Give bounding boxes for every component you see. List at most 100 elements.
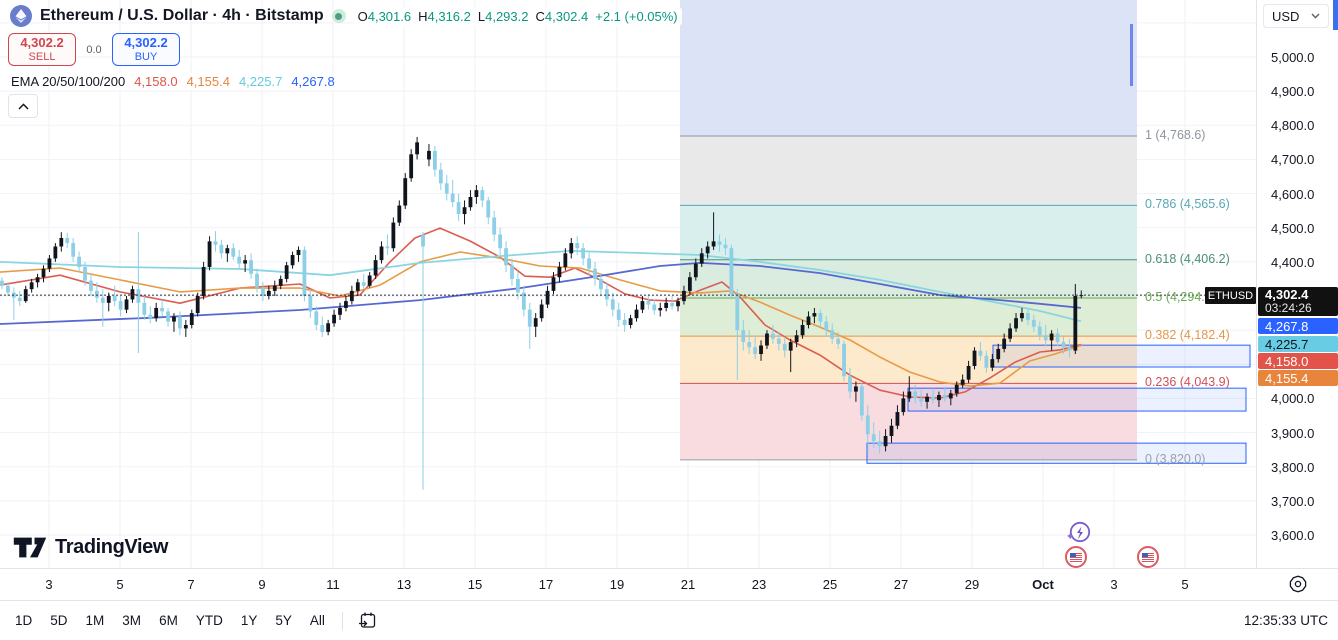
price-tick: 4,500.0 <box>1271 220 1315 236</box>
time-tick: 5 <box>116 577 124 592</box>
axis-settings-button[interactable] <box>1288 574 1308 599</box>
time-tick: Oct <box>1032 577 1054 592</box>
session-clock[interactable]: 12:35:33 UTC <box>1243 613 1328 628</box>
price-tick: 4,400.0 <box>1271 254 1315 270</box>
tradingview-logo[interactable]: TradingView <box>12 534 168 561</box>
close-value: 4,302.4 <box>544 8 589 24</box>
ohlc-values: O4,301.6 H4,316.2 L4,293.2 C4,302.4 +2.1… <box>353 6 682 26</box>
gear-icon <box>1289 575 1307 593</box>
date-range-buttons: 1D 5D 1M 3M 6M YTD 1Y 5Y All <box>6 608 334 633</box>
chevron-down-icon <box>1311 13 1320 19</box>
sell-price: 4,302.2 <box>20 34 64 50</box>
event-us-flag-icon[interactable] <box>1065 546 1087 568</box>
buy-price: 4,302.2 <box>124 34 168 50</box>
symbol-header: Ethereum / U.S. Dollar · 4h · Bitstamp O… <box>10 4 682 28</box>
price-tick: 4,700.0 <box>1271 152 1315 168</box>
time-tick: 3 <box>45 577 53 592</box>
event-us-flag-icon[interactable] <box>1137 546 1159 568</box>
buy-button[interactable]: 4,302.2 BUY <box>112 33 180 66</box>
toolbar-divider <box>341 611 343 630</box>
time-tick: 3 <box>1110 577 1118 592</box>
fib-level-label: 0.5 (4,294.3) <box>1145 289 1216 304</box>
market-open-icon[interactable] <box>331 9 346 23</box>
price-tick: 3,800.0 <box>1271 459 1315 475</box>
range-button-6m[interactable]: 6M <box>159 613 178 628</box>
price-tick: 4,800.0 <box>1271 118 1315 134</box>
candlestick-chart[interactable] <box>0 0 1256 568</box>
fib-level-label: 0.786 (4,565.6) <box>1145 197 1230 212</box>
bottom-toolbar: 1D 5D 1M 3M 6M YTD 1Y 5Y All 12:35:33 UTC <box>0 600 1338 640</box>
range-button-3m[interactable]: 3M <box>122 613 142 628</box>
range-button-1m[interactable]: 1M <box>85 613 105 628</box>
indicator-values: 4,158.0 4,155.4 4,225.7 4,267.8 <box>134 74 335 89</box>
time-tick: 5 <box>1181 577 1189 592</box>
indicator-price-label: 4,158.0 <box>1258 353 1338 369</box>
price-tick: 3,900.0 <box>1271 425 1315 441</box>
indicator-price-label: 4,225.7 <box>1258 336 1338 352</box>
time-tick: 11 <box>326 577 340 592</box>
ethereum-icon[interactable] <box>10 5 32 27</box>
fib-level-label: 0.382 (4,182.4) <box>1145 328 1230 343</box>
scroll-strip <box>1333 0 1338 30</box>
sell-button[interactable]: 4,302.2 SELL <box>8 33 76 66</box>
currency-dropdown[interactable]: USD <box>1263 4 1329 28</box>
price-axis[interactable]: USD 5,000.0 4,900.0 4,800.0 4,700.0 4,600.0 4… <box>1256 0 1338 600</box>
fib-level-label: 1 (4,768.6) <box>1145 128 1206 142</box>
low-value: 4,293.2 <box>485 8 529 24</box>
price-tick: 4,600.0 <box>1271 186 1315 202</box>
time-tick: 13 <box>396 577 412 592</box>
indicator-price-label: 4,267.8 <box>1258 318 1338 334</box>
time-tick: 25 <box>822 577 838 592</box>
indicator-name: EMA 20/50/100/200 <box>11 74 126 89</box>
trade-panel: 4,302.2 SELL 0.0 4,302.2 BUY <box>8 33 180 66</box>
symbol-title[interactable]: Ethereum / U.S. Dollar · 4h · Bitstamp <box>40 7 324 24</box>
time-tick: 27 <box>893 577 909 592</box>
fib-band-edge <box>1130 24 1133 86</box>
time-tick: 19 <box>609 577 625 592</box>
time-tick: 29 <box>964 577 980 592</box>
time-tick: 17 <box>538 577 554 592</box>
collapse-legend-button[interactable] <box>8 94 38 118</box>
ema-value: 4,155.4 <box>186 74 230 89</box>
price-line-symbol-tag: ETHUSD <box>1205 287 1256 304</box>
spread-value: 0.0 <box>86 43 102 56</box>
ema-value: 4,158.0 <box>134 74 178 89</box>
fib-level-label: 0 (3,820.0) <box>1145 451 1206 466</box>
fib-level-label: 0.236 (4,043.9) <box>1145 375 1230 390</box>
price-tick: 5,000.0 <box>1271 50 1315 65</box>
change-value: +2.1 (+0.05%) <box>595 8 678 24</box>
time-tick: 21 <box>680 577 696 592</box>
price-tick: 3,700.0 <box>1271 493 1315 509</box>
indicator-legend[interactable]: EMA 20/50/100/200 4,158.0 4,155.4 4,225.7 4… <box>8 73 338 90</box>
time-tick: 23 <box>751 577 767 592</box>
price-tick: 4,900.0 <box>1271 84 1315 100</box>
bar-countdown: 03:24:26 <box>1265 301 1312 316</box>
high-value: 4,316.2 <box>427 8 471 24</box>
price-tick: 4,000.0 <box>1271 391 1315 407</box>
tradingview-glyph-icon <box>13 537 47 558</box>
ema-value: 4,225.7 <box>238 74 283 89</box>
time-tick: 9 <box>258 577 266 592</box>
event-lightning-icon[interactable] <box>1066 521 1092 552</box>
range-button-all[interactable]: All <box>309 613 325 628</box>
range-button-5y[interactable]: 5Y <box>275 613 292 628</box>
price-tick: 3,600.0 <box>1271 527 1315 543</box>
fib-level-label: 0.618 (4,406.2) <box>1145 251 1230 266</box>
tradingview-wordmark: TradingView <box>55 536 169 558</box>
time-tick: 7 <box>187 577 195 592</box>
chevron-up-icon <box>17 102 29 110</box>
time-tick: 15 <box>467 577 483 592</box>
calendar-arrow-icon <box>358 612 376 628</box>
current-price-label: 4,302.4 03:24:26 <box>1258 287 1338 317</box>
chart-canvas[interactable]: 1 (4,768.6) 0.786 (4,565.6) 0.618 (4,406.2… <box>0 0 1256 568</box>
range-button-1y[interactable]: 1Y <box>240 613 258 628</box>
ema-value: 4,267.8 <box>291 74 335 89</box>
range-button-5d[interactable]: 5D <box>50 613 68 628</box>
go-to-date-button[interactable] <box>351 608 384 633</box>
range-button-ytd[interactable]: YTD <box>195 613 223 628</box>
indicator-price-label: 4,155.4 <box>1258 370 1338 386</box>
range-button-1d[interactable]: 1D <box>15 613 33 628</box>
open-value: 4,301.6 <box>367 8 412 24</box>
time-axis[interactable]: 3 5 7 9 11 13 15 17 19 21 23 25 27 29 Oct 3 5 <box>0 568 1338 600</box>
